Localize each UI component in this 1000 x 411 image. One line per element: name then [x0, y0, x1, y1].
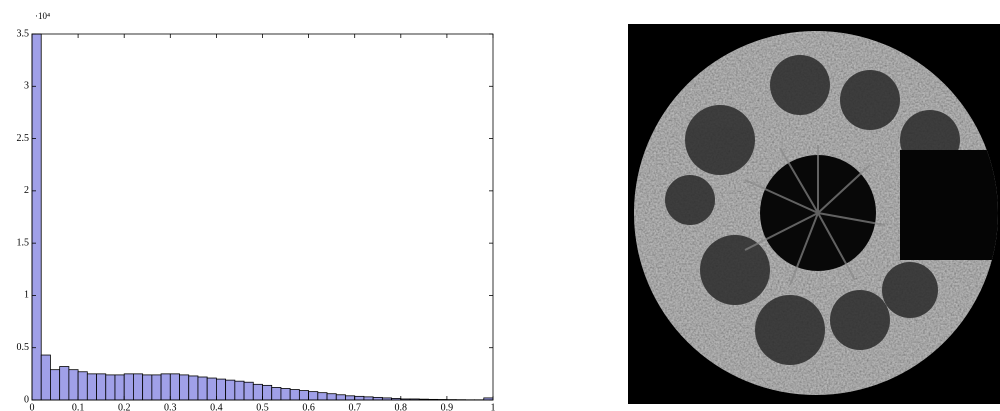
y-tick-label: 2 [24, 185, 29, 196]
bar [97, 374, 106, 400]
bar [133, 374, 142, 400]
bar [309, 392, 318, 400]
bar [189, 376, 198, 400]
bar [327, 394, 336, 400]
y-scale-label: ·10⁴ [35, 11, 50, 21]
y-tick-label: 0 [24, 394, 29, 405]
y-tick-label: 0.5 [17, 342, 30, 353]
bar [235, 381, 244, 400]
bar [69, 370, 78, 400]
bar [180, 375, 189, 400]
bar [41, 355, 50, 400]
page: {"chart_data": {"type": "histogram", "y_… [0, 0, 1000, 411]
plot-frame [32, 34, 493, 400]
bar [281, 388, 290, 400]
x-tick-label: 0.6 [302, 402, 315, 411]
bar [216, 379, 225, 400]
bar [272, 387, 281, 400]
x-tick-label: 0.1 [72, 402, 85, 411]
x-tick-label: 1 [491, 402, 496, 411]
bar [161, 374, 170, 400]
bar [336, 395, 345, 400]
bar [32, 34, 41, 400]
bar [170, 374, 179, 400]
bar [106, 375, 115, 400]
x-tick-label: 0.7 [348, 402, 361, 411]
bar [78, 372, 87, 400]
x-tick-label: 0.5 [256, 402, 269, 411]
x-tick-label: 0.2 [118, 402, 131, 411]
bar [198, 377, 207, 400]
y-tick-label: 3 [24, 81, 29, 92]
y-tick-label: 3.5 [17, 28, 30, 39]
y-tick-label: 2.5 [17, 133, 30, 144]
bar [244, 382, 253, 400]
bar [253, 384, 262, 400]
bar [152, 375, 161, 400]
bar [364, 397, 373, 400]
bar [115, 375, 124, 400]
bar [124, 374, 133, 400]
x-tick-label: 0.4 [210, 402, 223, 411]
x-tick-label: 0.8 [395, 402, 408, 411]
bar [226, 380, 235, 400]
x-tick-label: 0.3 [164, 402, 177, 411]
flow-image [628, 24, 1000, 404]
bar [87, 374, 96, 400]
bar [143, 375, 152, 400]
y-tick-label: 1 [24, 290, 29, 301]
bar [60, 367, 69, 400]
bar [345, 396, 354, 400]
bar [355, 396, 364, 400]
bar [318, 393, 327, 400]
figure: ·10⁴ 0 0.5 1 1.5 2 2.5 3 3.5 0 0.1 0.2 0.3 0.4 0.5 0.6… [0, 0, 1000, 411]
bar [263, 385, 272, 400]
bar [299, 391, 308, 400]
bar [290, 390, 299, 400]
x-tick-label: 0 [30, 402, 35, 411]
y-tick-label: 1.5 [17, 237, 30, 248]
x-tick-label: 0.9 [441, 402, 454, 411]
bar [207, 378, 216, 400]
bar [50, 370, 59, 400]
